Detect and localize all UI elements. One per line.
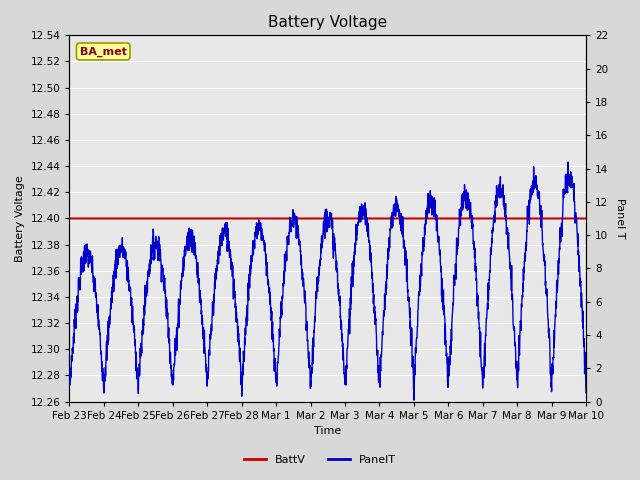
Text: BA_met: BA_met — [80, 47, 127, 57]
Y-axis label: Panel T: Panel T — [615, 198, 625, 239]
Y-axis label: Battery Voltage: Battery Voltage — [15, 175, 25, 262]
X-axis label: Time: Time — [314, 426, 341, 436]
Title: Battery Voltage: Battery Voltage — [268, 15, 387, 30]
Legend: BattV, PanelT: BattV, PanelT — [239, 451, 401, 469]
